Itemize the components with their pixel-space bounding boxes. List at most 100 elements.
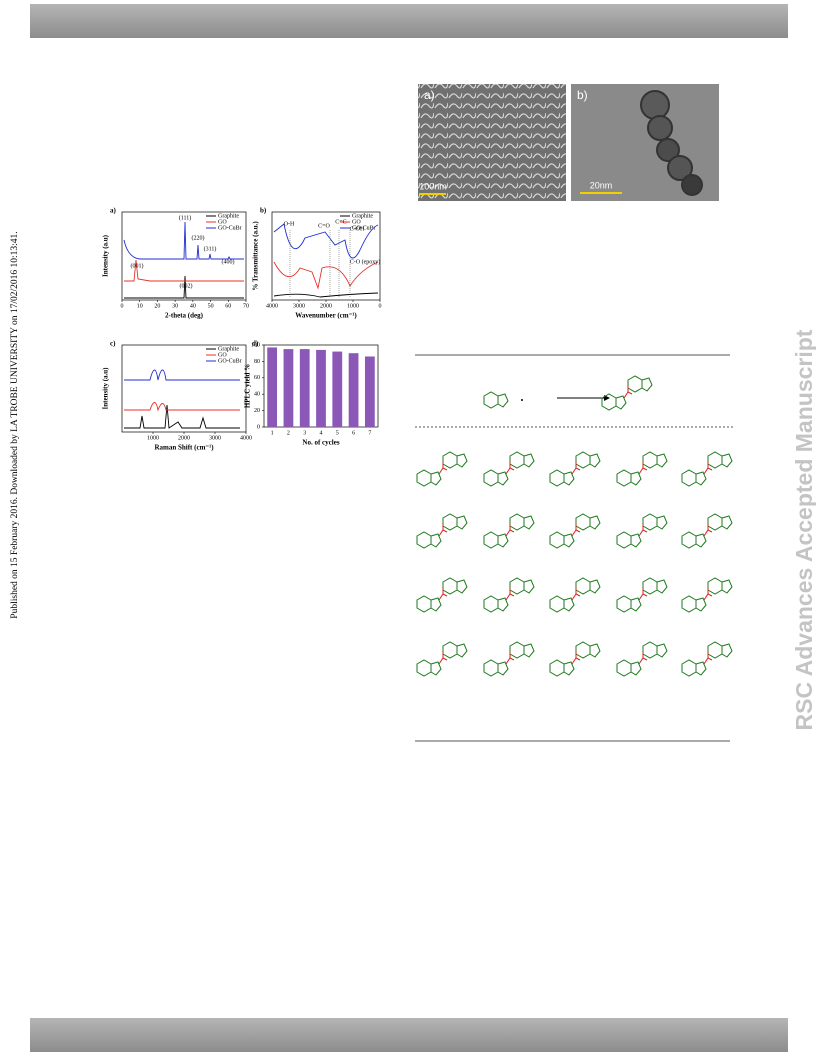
x-tick-label: 3000 <box>293 303 305 309</box>
product-structure <box>417 514 467 548</box>
peak-annotation: C=O <box>318 223 330 229</box>
legend-label: GO-CuBr <box>218 358 242 364</box>
product-structure <box>617 452 667 486</box>
peak-annotation: C=C <box>335 219 346 225</box>
product-structure <box>484 452 534 486</box>
peak-annotation: (111) <box>179 214 192 221</box>
x-tick-label: 6 <box>352 430 355 436</box>
reactant <box>483 391 509 409</box>
y-tick-label: 0 <box>257 424 260 430</box>
legend-label: GO <box>218 219 227 225</box>
x-tick-label: 4000 <box>240 435 252 441</box>
product-structure <box>550 578 600 612</box>
footer-bar <box>30 1018 788 1052</box>
panel-label: a) <box>110 207 117 215</box>
x-tick-label: 3 <box>303 430 306 436</box>
x-tick-label: 40 <box>190 303 196 309</box>
y-tick-label: 60 <box>254 375 260 381</box>
x-tick-label: 0 <box>379 303 382 309</box>
x-tick-label: 50 <box>208 303 214 309</box>
figure: a)2-theta (deg)Intensity (a.u)0 10 20 30 40 5… <box>102 207 382 452</box>
product-structure <box>484 642 534 676</box>
x-axis-label: 2-theta (deg) <box>165 312 204 320</box>
legend-label: GO-CuBr <box>352 225 376 231</box>
spectrum-line <box>273 292 379 298</box>
peak-annotation: C-OH <box>350 226 365 232</box>
watermark: RSC Advances Accepted Manuscript <box>791 329 816 730</box>
product-structure <box>550 514 600 548</box>
x-tick-label: 5 <box>336 430 339 436</box>
product-structure <box>617 578 667 612</box>
bar <box>299 349 310 427</box>
spectrum-line <box>124 402 240 412</box>
legend-label: Graphite <box>352 213 373 219</box>
bar <box>348 353 359 427</box>
peak-annotation: (001) <box>131 262 144 269</box>
spectrum-line <box>124 404 240 429</box>
product-structure <box>550 642 600 676</box>
peak-annotation: (220) <box>192 234 205 241</box>
x-axis-label: Wavenumber (cm⁻¹) <box>295 312 357 320</box>
x-axis-label: No. of cycles <box>302 439 339 447</box>
spectrum-line <box>273 223 379 259</box>
product-structure <box>484 578 534 612</box>
product-grid <box>417 452 732 676</box>
plus <box>521 399 523 401</box>
product-structure <box>682 514 732 548</box>
panel-label: b) <box>260 207 267 215</box>
x-tick-label: 1000 <box>147 435 159 441</box>
plot-frame <box>121 211 247 301</box>
bar <box>316 349 326 427</box>
y-axis-label: Intensity (a.u) <box>102 367 110 410</box>
x-tick-label: 20 <box>154 303 160 309</box>
peak-annotation: (400) <box>222 258 235 265</box>
sem-image <box>418 84 566 201</box>
x-tick-label: 2000 <box>178 435 190 441</box>
micrograph-label: b) <box>577 88 588 102</box>
panel-label: c) <box>110 340 116 348</box>
spectrum-line <box>124 369 240 381</box>
x-tick-label: 60 <box>225 303 231 309</box>
scale-label: 20nm <box>590 180 613 190</box>
y-axis-label: HPLC yield % <box>244 364 252 408</box>
side-note: Published on 15 February 2016. Downloade… <box>10 231 20 618</box>
y-tick-label: 80 <box>254 359 260 365</box>
scheme <box>415 354 735 742</box>
x-tick-label: 10 <box>137 303 143 309</box>
x-tick-label: 2 <box>287 430 290 436</box>
spectrum-line <box>124 275 244 299</box>
x-tick-label: 30 <box>172 303 178 309</box>
product-structure <box>682 452 732 486</box>
legend-label: Graphite <box>218 213 239 219</box>
product-structure <box>550 452 600 486</box>
product <box>602 376 652 410</box>
spectrum-line <box>123 221 244 260</box>
product-structure <box>484 514 534 548</box>
peak-annotation: O-H <box>284 221 295 227</box>
x-tick-label: 1 <box>271 430 274 436</box>
y-tick-label: 20 <box>254 408 260 414</box>
product-structure <box>617 514 667 548</box>
x-tick-label: 2000 <box>320 303 332 309</box>
product-structure <box>417 578 467 612</box>
scale-label: 100nm <box>419 181 447 191</box>
x-tick-label: 7 <box>368 430 371 436</box>
legend-label: GO-CuBr <box>218 225 242 231</box>
micrograph-label: a) <box>424 88 435 102</box>
peak-annotation: C-O (epoxy) <box>350 258 381 265</box>
product-structure <box>682 578 732 612</box>
panel-label: d) <box>252 340 259 348</box>
legend-label: GO <box>218 352 227 358</box>
x-tick-label: 0 <box>121 303 124 309</box>
bar <box>283 349 294 427</box>
bar <box>364 356 375 427</box>
product-structure <box>417 452 467 486</box>
legend-label: GO <box>352 219 361 225</box>
peak-annotation: (002) <box>180 282 193 289</box>
x-tick-label: 4000 <box>266 303 278 309</box>
x-tick-label: 70 <box>243 303 249 309</box>
y-tick-label: 40 <box>254 392 260 398</box>
tem-spheres <box>640 90 703 196</box>
